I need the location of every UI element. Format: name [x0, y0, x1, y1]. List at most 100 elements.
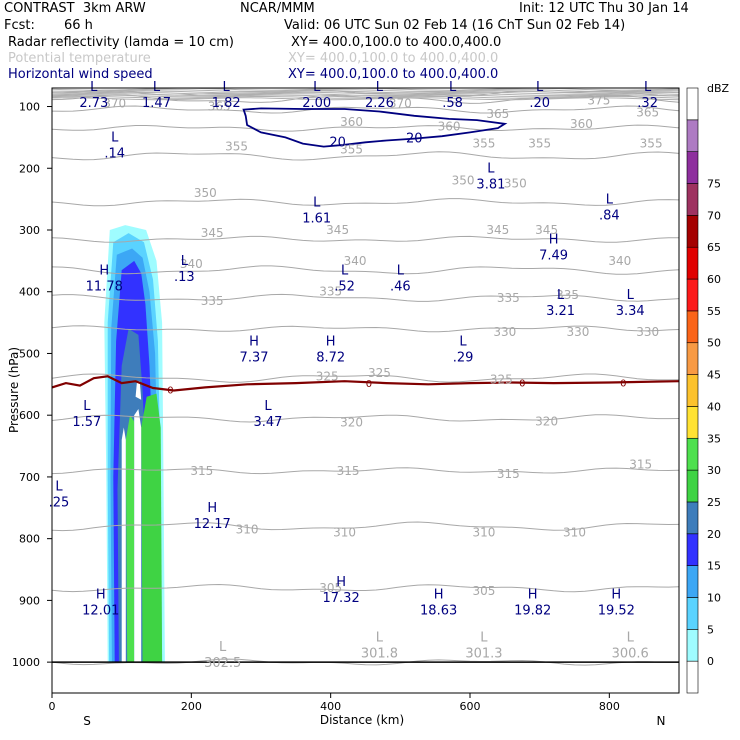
theta-contour-label: 330: [493, 325, 516, 339]
extremum-value-label: 8.72: [316, 350, 345, 365]
theta-contour-upper: [52, 96, 679, 99]
colorbar-level-label: 75: [707, 178, 721, 191]
extremum-value-label: 3.34: [616, 304, 645, 319]
y-tick-label: 800: [19, 533, 40, 546]
extremum-type-label: H: [99, 263, 109, 278]
theta-contour-upper: [52, 94, 679, 98]
theta-contour-label: 325: [368, 366, 391, 380]
extremum-value-label: 3.81: [476, 177, 505, 192]
theta-contour: [52, 414, 679, 423]
theta-contour: [52, 521, 679, 532]
extremum-value-label: .52: [334, 279, 355, 294]
theta-contour-label: 310: [333, 525, 356, 539]
extremum-type-label: L: [627, 631, 635, 646]
colorbar-swatch: [686, 183, 699, 216]
y-tick-label: 600: [19, 409, 40, 422]
extremum-value-label: 2.00: [302, 96, 331, 111]
field-reflectivity: Radar reflectivity (lamda = 10 cm): [8, 35, 234, 50]
theta-contour-label: 360: [340, 115, 363, 129]
colorbar-level-label: 20: [707, 528, 721, 541]
colorbar-level-label: 45: [707, 369, 721, 382]
theta-contour-upper: [52, 90, 679, 94]
extremum-value-label: 302.5: [204, 656, 241, 671]
theta-contour-label: 310: [472, 525, 495, 539]
extremum-value-label: 2.26: [365, 96, 394, 111]
extremum-type-label: H: [96, 587, 106, 602]
freezing-level-label: 0: [366, 379, 372, 390]
extremum-type-label: L: [264, 399, 272, 414]
colorbar-swatch: [686, 533, 699, 566]
extremum-type-label: L: [397, 263, 405, 278]
plot-frame: [51, 87, 680, 694]
colorbar-swatch: [686, 437, 699, 471]
theta-contour-upper: [52, 97, 679, 101]
freezing-level-contour: [52, 375, 679, 392]
colorbar-level-label: 55: [707, 305, 721, 318]
extremum-type-label: L: [376, 631, 384, 646]
extremum-type-label: L: [627, 288, 635, 303]
extremum-type-label: H: [528, 587, 538, 602]
theta-contour-label: 350: [452, 174, 475, 188]
theta-contour-label: 325: [316, 369, 339, 383]
theta-contour-label: 340: [180, 257, 203, 271]
colorbar-level-label: 60: [707, 273, 721, 286]
theta-contour-upper: [52, 89, 679, 92]
extremum-type-label: L: [313, 195, 321, 210]
theta-contour: [52, 235, 679, 243]
x-axis-label: Distance (km): [320, 713, 404, 727]
x-tick-label: 0: [49, 700, 56, 713]
extremum-type-label: H: [336, 575, 346, 590]
theta-contour: [52, 293, 679, 302]
theta-contour: [52, 467, 679, 475]
theta-contour: [52, 658, 679, 666]
extremum-value-label: 1.47: [142, 96, 171, 111]
extremum-type-label: L: [90, 80, 98, 95]
extremum-type-label: L: [480, 631, 488, 646]
extremum-type-label: H: [249, 334, 259, 349]
reflectivity-30dbz: [141, 393, 163, 663]
extremum-value-label: 2.73: [79, 96, 108, 111]
theta-contour-label: 375: [587, 93, 610, 107]
extremum-type-label: L: [449, 80, 457, 95]
x-tick-label: 400: [320, 700, 341, 713]
extremum-value-label: 1.82: [212, 96, 241, 111]
extremum-type-label: H: [549, 232, 559, 247]
colorbar-level-label: 5: [707, 623, 714, 636]
theta-contour-label: 345: [486, 223, 509, 237]
extremum-type-label: L: [459, 334, 467, 349]
organization: NCAR/MMM: [240, 1, 315, 16]
reflectivity-gap: [121, 427, 126, 663]
extremum-value-label: .84: [599, 208, 620, 223]
wind-contour-label: 20: [406, 131, 423, 146]
extremum-type-label: L: [181, 254, 189, 269]
y-tick-label: 700: [19, 471, 40, 484]
theta-contour-label: 370: [103, 96, 126, 110]
theta-contour-label: 315: [497, 467, 520, 481]
extremum-type-label: H: [611, 587, 621, 602]
extremum-type-label: L: [341, 263, 349, 278]
field-theta-xy: XY= 400.0,100.0 to 400.0,400.0: [288, 51, 499, 66]
freezing-level-label: 0: [167, 385, 173, 396]
y-tick-label: 200: [19, 162, 40, 175]
extremum-value-label: .20: [529, 96, 550, 111]
theta-contour-label: 305: [472, 584, 495, 598]
extremum-value-label: 1.61: [302, 211, 331, 226]
colorbar-level-label: 35: [707, 432, 721, 445]
extremum-value-label: 18.63: [420, 603, 457, 618]
colorbar-swatch: [686, 87, 699, 121]
colorbar-swatch: [686, 501, 699, 535]
theta-contour-label: 335: [556, 288, 579, 302]
field-wind-xy: XY= 400.0,100.0 to 400.0,400.0: [288, 67, 499, 82]
extremum-type-label: L: [153, 80, 161, 95]
theta-contour-label: 315: [190, 464, 213, 478]
y-axis-label: Pressure (hPa): [7, 347, 21, 433]
theta-contour-upper: [52, 91, 679, 95]
extremum-type-label: L: [219, 640, 227, 655]
colorbar-swatch: [686, 246, 699, 280]
left-endpoint-label: S: [83, 714, 91, 728]
theta-contour-label: 310: [236, 522, 259, 536]
theta-contour-label: 345: [535, 223, 558, 237]
extremum-type-label: L: [55, 479, 63, 494]
extremum-type-label: L: [557, 288, 565, 303]
extremum-type-label: L: [313, 80, 321, 95]
